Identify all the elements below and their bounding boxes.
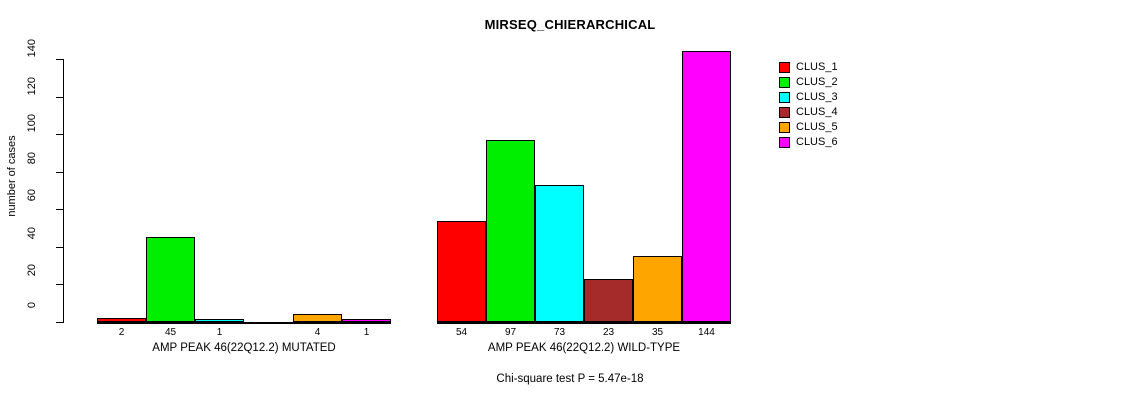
bar-clus_6 [682, 51, 731, 322]
legend: CLUS_1 CLUS_2 CLUS_3 CLUS_4 CLUS_5 CLUS_6 [779, 60, 838, 150]
y-axis-tick [56, 96, 63, 98]
bar-value-label: 73 [553, 327, 566, 338]
bar-value-label: 97 [504, 327, 517, 338]
legend-item-label: CLUS_2 [796, 76, 838, 88]
legend-item-clus_3[interactable]: CLUS_3 [779, 90, 838, 105]
group-baseline [97, 322, 391, 324]
y-axis-tick [56, 322, 63, 323]
bar-value-label: 1 [363, 327, 370, 338]
bar-clus_5 [293, 314, 342, 322]
bar-value-label: 1 [216, 327, 223, 338]
bar-clus_2 [486, 139, 535, 322]
legend-item-clus_2[interactable]: CLUS_2 [779, 75, 838, 90]
bar-value-label: 45 [164, 327, 177, 338]
group-baseline [437, 322, 731, 324]
legend-item-label: CLUS_4 [796, 106, 838, 118]
chi-square-annotation: Chi-square test P = 5.47e-18 [496, 373, 644, 385]
legend-item-label: CLUS_6 [796, 136, 838, 148]
bar-value-label: 4 [314, 327, 321, 338]
bar-clus_6 [342, 319, 391, 322]
y-axis-line [63, 59, 64, 323]
bar-clus_3 [535, 184, 584, 322]
bar-clus_2 [146, 237, 195, 322]
legend-item-clus_5[interactable]: CLUS_5 [779, 120, 838, 135]
legend-item-label: CLUS_1 [796, 61, 838, 73]
y-axis-tick [56, 59, 63, 60]
bar-clus_3 [195, 319, 244, 322]
legend-item-label: CLUS_3 [796, 91, 838, 103]
bar-value-label: 144 [698, 327, 715, 338]
bar-clus_4 [584, 278, 633, 322]
bar-value-label: 35 [651, 327, 664, 338]
group-axis-label: AMP PEAK 46(22Q12.2) MUTATED [152, 342, 336, 354]
legend-swatch-icon [779, 92, 790, 103]
legend-item-clus_4[interactable]: CLUS_4 [779, 105, 838, 120]
y-axis-tick [56, 171, 63, 173]
bar-clus_1 [97, 318, 146, 322]
y-axis-tick [56, 209, 63, 211]
legend-swatch-icon [779, 137, 790, 148]
y-axis-tick [56, 246, 63, 248]
legend-swatch-icon [779, 107, 790, 118]
group-axis-label: AMP PEAK 46(22Q12.2) WILD-TYPE [487, 342, 681, 354]
bar-clus_5 [633, 256, 682, 322]
legend-item-clus_6[interactable]: CLUS_6 [779, 135, 838, 150]
legend-swatch-icon [779, 77, 790, 88]
bar-value-label: 54 [455, 327, 468, 338]
legend-item-clus_1[interactable]: CLUS_1 [779, 60, 838, 75]
bar-clus_1 [437, 220, 486, 322]
y-axis-tick [56, 134, 63, 136]
chart-title: MIRSEQ_CHIERARCHICAL [484, 17, 656, 32]
y-axis-tick [56, 284, 63, 286]
legend-swatch-icon [779, 62, 790, 73]
legend-item-label: CLUS_5 [796, 121, 838, 133]
legend-swatch-icon [779, 122, 790, 133]
bar-value-label: 2 [118, 327, 125, 338]
bar-value-label: 23 [602, 327, 615, 338]
